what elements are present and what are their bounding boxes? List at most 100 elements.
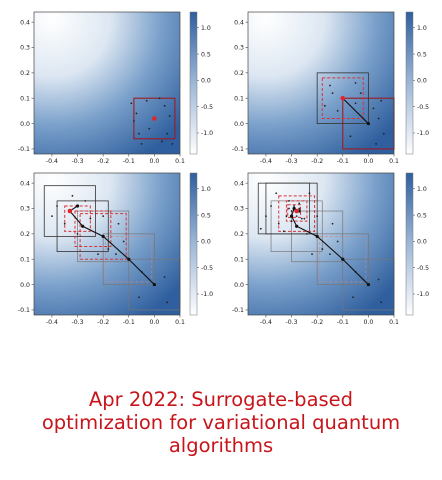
x-tick-label: -0.3 — [286, 158, 298, 165]
sample-point — [161, 140, 163, 143]
sample-point — [285, 215, 288, 218]
x-tick-label: 0.1 — [389, 319, 399, 326]
y-tick-label: 0.3 — [20, 45, 30, 52]
colorbar-tick-label: -0.5 — [417, 265, 429, 272]
x-tick-label: -0.3 — [286, 319, 298, 326]
sample-point — [354, 82, 357, 84]
x-tick-label: 0.0 — [363, 319, 373, 326]
sample-point — [158, 97, 161, 100]
sample-point — [148, 127, 151, 130]
y-tick-label: 0.2 — [234, 231, 244, 238]
sample-point — [377, 278, 380, 281]
plot-frame — [247, 172, 395, 316]
path-point — [292, 206, 296, 211]
sample-point — [352, 296, 354, 299]
y-tick-label: 0.0 — [20, 121, 30, 128]
sample-point — [138, 296, 140, 299]
sample-point — [329, 84, 331, 87]
sample-point — [329, 253, 331, 256]
y-tick-label: 0.3 — [234, 45, 244, 52]
sample-point — [298, 207, 301, 210]
path-point — [366, 121, 370, 126]
best-point — [294, 208, 299, 214]
y-tick-label: -0.1 — [232, 146, 244, 153]
sample-point — [331, 92, 334, 95]
caption-line-1: Apr 2022: Surrogate-based — [88, 388, 354, 411]
x-tick-label: -0.2 — [311, 319, 323, 326]
path-point — [152, 282, 156, 287]
trust-region — [133, 97, 176, 140]
best-point — [340, 95, 346, 101]
x-tick-label: -0.3 — [72, 158, 84, 165]
x-tick-label: -0.1 — [123, 158, 135, 165]
colorbar — [405, 172, 414, 316]
colorbar-tick-label: 0.0 — [201, 239, 211, 246]
trust-region — [316, 72, 369, 124]
x-tick-label: 0.0 — [149, 158, 159, 165]
sample-point — [122, 240, 125, 243]
sample-point — [275, 192, 278, 195]
chart-panel-4: -0.4 -0.3 -0.2 -0.1 0.0 0.1 0.4 0.3 0.2 0.1 0.0 -0.… — [232, 172, 429, 326]
sample-point — [382, 132, 385, 135]
sample-point — [372, 107, 375, 110]
sample-point — [102, 215, 105, 218]
colorbar-tick-label: 0.0 — [201, 78, 211, 85]
colorbar-tick-label: -1.0 — [201, 291, 213, 298]
sample-point — [115, 253, 117, 256]
colorbar-tick-label: 0.0 — [417, 78, 427, 85]
sample-point — [107, 248, 110, 250]
x-tick-label: -0.4 — [260, 158, 272, 165]
sample-point — [76, 232, 79, 235]
y-tick-label: 0.4 — [234, 180, 244, 187]
sample-point — [300, 217, 303, 220]
sample-point — [336, 240, 339, 243]
colorbar — [189, 172, 198, 316]
caption-line-2: optimization for variational quantum — [41, 411, 401, 434]
sample-point — [270, 205, 272, 207]
sample-point — [298, 202, 301, 205]
plot-frame — [247, 11, 395, 155]
colorbar-tick-label: -1.0 — [417, 291, 429, 298]
sample-point — [163, 104, 166, 107]
trust-region — [319, 236, 367, 283]
trust-region — [285, 200, 308, 222]
path-point — [289, 214, 294, 218]
sample-point — [331, 222, 334, 225]
sample-point — [349, 135, 352, 138]
best-point — [152, 116, 157, 121]
sample-point — [168, 115, 171, 117]
colorbar-tick-label: -1.0 — [201, 130, 213, 137]
path-point — [315, 234, 319, 238]
sample-point — [135, 112, 138, 115]
sample-point — [295, 215, 298, 218]
x-tick-label: -0.1 — [337, 319, 349, 326]
chart-panel-1: -0.4 -0.3 -0.2 -0.1 0.0 0.1 0.4 0.3 0.2 0.1 0.0 -0.… — [18, 11, 213, 165]
y-tick-label: 0.4 — [20, 19, 30, 26]
trust-region — [74, 210, 112, 248]
sample-point — [308, 192, 311, 195]
sample-point — [56, 205, 58, 207]
colorbar-tick-label: 1.0 — [417, 25, 427, 32]
trust-region — [287, 204, 302, 218]
sample-point — [354, 102, 357, 105]
sample-point — [359, 92, 362, 95]
y-tick-label: 0.1 — [20, 95, 30, 102]
figure: -0.4 -0.3 -0.2 -0.1 0.0 0.1 0.4 0.3 0.2 0.1 0.0 -0.… — [18, 11, 429, 326]
sample-point — [140, 142, 143, 145]
heatmap-surface — [248, 12, 394, 154]
path-point — [341, 257, 345, 261]
path-point — [127, 257, 131, 261]
colorbar-tick-label: 0.5 — [201, 51, 211, 58]
sample-point — [171, 142, 174, 145]
sample-point — [288, 199, 290, 202]
colorbar-tick-label: -0.5 — [201, 104, 213, 111]
colorbar-tick-label: 0.0 — [417, 239, 427, 246]
sample-point — [130, 102, 133, 105]
y-tick-label: 0.0 — [20, 282, 30, 289]
sample-point — [277, 222, 280, 225]
sample-point — [282, 230, 285, 233]
y-tick-label: 0.3 — [20, 206, 30, 213]
y-tick-label: 0.0 — [234, 121, 244, 128]
path-point — [75, 204, 80, 208]
sample-point — [138, 132, 140, 135]
